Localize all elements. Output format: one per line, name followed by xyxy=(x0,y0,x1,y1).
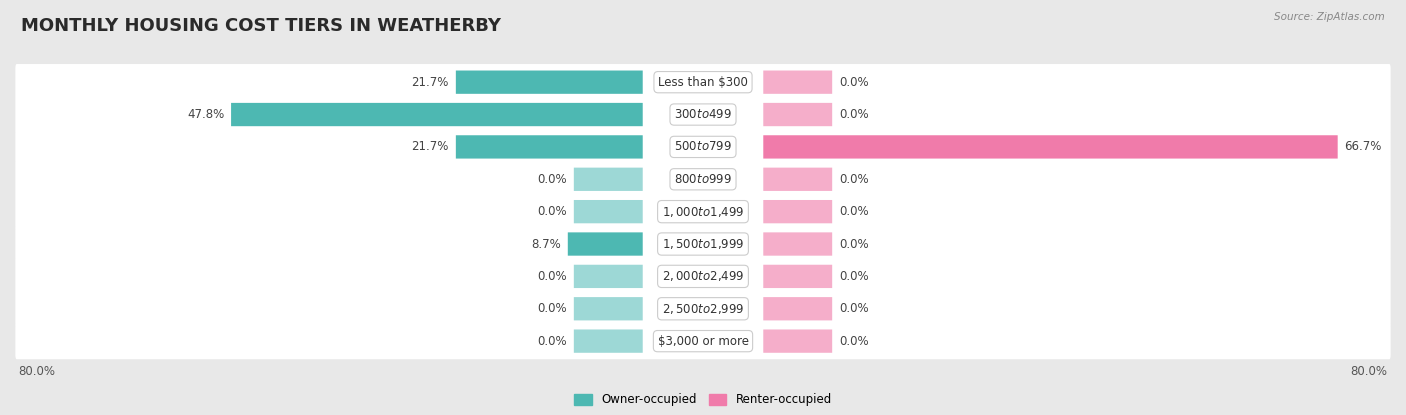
Text: $1,500 to $1,999: $1,500 to $1,999 xyxy=(662,237,744,251)
FancyBboxPatch shape xyxy=(763,135,1337,159)
Text: 0.0%: 0.0% xyxy=(839,173,869,186)
FancyBboxPatch shape xyxy=(574,200,643,223)
Text: 0.0%: 0.0% xyxy=(839,76,869,89)
Text: 0.0%: 0.0% xyxy=(839,334,869,348)
Text: $500 to $799: $500 to $799 xyxy=(673,140,733,154)
FancyBboxPatch shape xyxy=(763,200,832,223)
FancyBboxPatch shape xyxy=(568,232,643,256)
FancyBboxPatch shape xyxy=(15,290,1391,327)
Text: 0.0%: 0.0% xyxy=(839,270,869,283)
Text: 21.7%: 21.7% xyxy=(412,140,449,154)
Text: 0.0%: 0.0% xyxy=(839,237,869,251)
Text: MONTHLY HOUSING COST TIERS IN WEATHERBY: MONTHLY HOUSING COST TIERS IN WEATHERBY xyxy=(21,17,501,34)
FancyBboxPatch shape xyxy=(15,96,1391,133)
Text: 0.0%: 0.0% xyxy=(839,302,869,315)
Text: $2,500 to $2,999: $2,500 to $2,999 xyxy=(662,302,744,316)
Text: 0.0%: 0.0% xyxy=(537,302,567,315)
FancyBboxPatch shape xyxy=(15,323,1391,359)
Text: 66.7%: 66.7% xyxy=(1344,140,1382,154)
FancyBboxPatch shape xyxy=(763,297,832,320)
FancyBboxPatch shape xyxy=(15,258,1391,295)
Legend: Owner-occupied, Renter-occupied: Owner-occupied, Renter-occupied xyxy=(574,393,832,406)
FancyBboxPatch shape xyxy=(763,71,832,94)
FancyBboxPatch shape xyxy=(15,64,1391,100)
Text: Less than $300: Less than $300 xyxy=(658,76,748,89)
FancyBboxPatch shape xyxy=(763,103,832,126)
FancyBboxPatch shape xyxy=(456,135,643,159)
Text: 0.0%: 0.0% xyxy=(537,270,567,283)
FancyBboxPatch shape xyxy=(456,71,643,94)
FancyBboxPatch shape xyxy=(763,330,832,353)
FancyBboxPatch shape xyxy=(15,161,1391,198)
FancyBboxPatch shape xyxy=(763,232,832,256)
FancyBboxPatch shape xyxy=(763,168,832,191)
Text: 0.0%: 0.0% xyxy=(839,205,869,218)
Text: 0.0%: 0.0% xyxy=(839,108,869,121)
FancyBboxPatch shape xyxy=(574,297,643,320)
Text: $1,000 to $1,499: $1,000 to $1,499 xyxy=(662,205,744,219)
Text: $800 to $999: $800 to $999 xyxy=(673,173,733,186)
Text: $3,000 or more: $3,000 or more xyxy=(658,334,748,348)
Text: 21.7%: 21.7% xyxy=(412,76,449,89)
FancyBboxPatch shape xyxy=(15,193,1391,230)
Text: 0.0%: 0.0% xyxy=(537,205,567,218)
Text: $2,000 to $2,499: $2,000 to $2,499 xyxy=(662,269,744,283)
Text: Source: ZipAtlas.com: Source: ZipAtlas.com xyxy=(1274,12,1385,22)
Text: 80.0%: 80.0% xyxy=(18,365,55,378)
Text: 0.0%: 0.0% xyxy=(537,173,567,186)
FancyBboxPatch shape xyxy=(574,330,643,353)
FancyBboxPatch shape xyxy=(574,265,643,288)
Text: 47.8%: 47.8% xyxy=(187,108,224,121)
Text: 8.7%: 8.7% xyxy=(531,237,561,251)
FancyBboxPatch shape xyxy=(574,168,643,191)
Text: $300 to $499: $300 to $499 xyxy=(673,108,733,121)
FancyBboxPatch shape xyxy=(15,226,1391,262)
Text: 80.0%: 80.0% xyxy=(1351,365,1388,378)
FancyBboxPatch shape xyxy=(231,103,643,126)
FancyBboxPatch shape xyxy=(763,265,832,288)
FancyBboxPatch shape xyxy=(15,129,1391,165)
Text: 0.0%: 0.0% xyxy=(537,334,567,348)
